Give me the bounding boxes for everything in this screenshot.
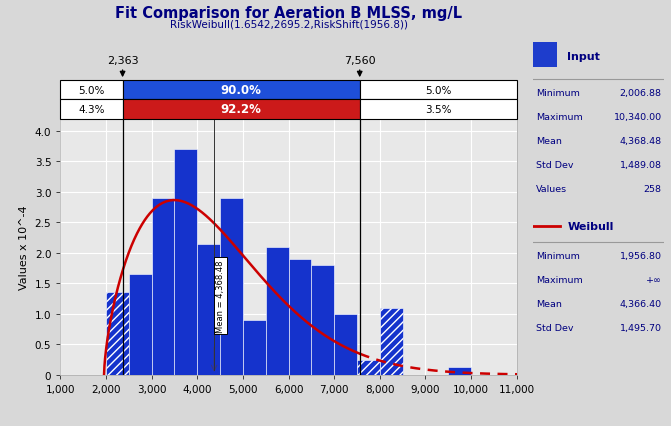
Bar	[197, 244, 220, 375]
Text: Input: Input	[568, 52, 601, 62]
Bar	[289, 259, 311, 375]
Bar	[123, 100, 360, 119]
Bar	[129, 274, 152, 375]
Bar	[243, 320, 266, 375]
Text: RiskWeibull(1.6542,2695.2,RiskShift(1956.8)): RiskWeibull(1.6542,2695.2,RiskShift(1956…	[170, 19, 407, 29]
Bar	[311, 265, 334, 375]
Text: 7,560: 7,560	[344, 56, 376, 66]
Text: 10,340.00: 10,340.00	[613, 113, 662, 122]
Text: Minimum: Minimum	[536, 252, 580, 261]
Text: 1,489.08: 1,489.08	[620, 161, 662, 170]
Bar	[334, 314, 357, 375]
Text: 3.5%: 3.5%	[425, 105, 452, 115]
Text: Values: Values	[536, 184, 567, 193]
Bar	[448, 368, 471, 375]
Bar	[60, 100, 123, 119]
Text: 2,363: 2,363	[107, 56, 138, 66]
Bar	[360, 81, 517, 100]
Bar	[106, 293, 129, 375]
Text: Mean = 4,368.48: Mean = 4,368.48	[216, 260, 225, 332]
Bar	[220, 199, 243, 375]
Y-axis label: Values x 10^-4: Values x 10^-4	[19, 205, 29, 289]
Text: Weibull: Weibull	[568, 222, 614, 231]
Text: Mean: Mean	[536, 299, 562, 308]
Bar	[380, 308, 403, 375]
Text: 258: 258	[643, 184, 662, 193]
Text: Maximum: Maximum	[536, 275, 583, 284]
Text: 4,366.40: 4,366.40	[619, 299, 662, 308]
Bar	[123, 81, 360, 100]
Text: +∞: +∞	[646, 275, 662, 284]
Text: Mean: Mean	[536, 137, 562, 146]
Text: Fit Comparison for Aeration B MLSS, mg/L: Fit Comparison for Aeration B MLSS, mg/L	[115, 6, 462, 21]
Text: Minimum: Minimum	[536, 89, 580, 98]
Text: 4,368.48: 4,368.48	[619, 137, 662, 146]
Text: 1,495.70: 1,495.70	[620, 323, 662, 332]
Bar	[360, 100, 517, 119]
Text: 92.2%: 92.2%	[221, 103, 262, 116]
Text: Maximum: Maximum	[536, 113, 583, 122]
Text: Std Dev: Std Dev	[536, 161, 574, 170]
Text: 5.0%: 5.0%	[425, 86, 452, 95]
Text: 5.0%: 5.0%	[79, 86, 105, 95]
Text: 4.3%: 4.3%	[79, 105, 105, 115]
Text: 1,956.80: 1,956.80	[620, 252, 662, 261]
Bar	[174, 150, 197, 375]
Text: 2,006.88: 2,006.88	[620, 89, 662, 98]
Bar	[152, 199, 174, 375]
Bar	[266, 247, 289, 375]
Text: Std Dev: Std Dev	[536, 323, 574, 332]
Bar	[357, 360, 380, 375]
Bar	[533, 43, 557, 67]
Bar	[60, 81, 123, 100]
Text: 90.0%: 90.0%	[221, 84, 262, 97]
